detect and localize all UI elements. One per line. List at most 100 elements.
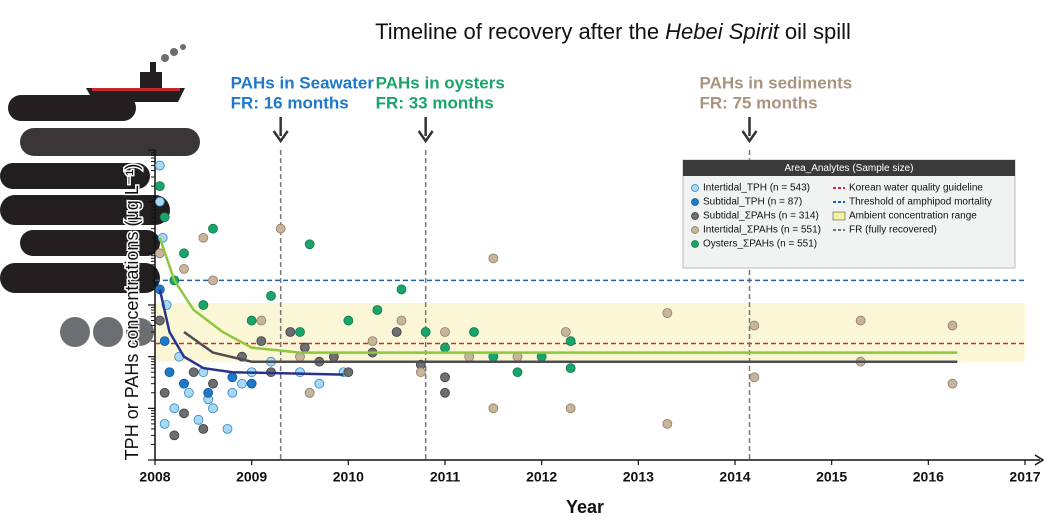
data-point (203, 387, 214, 398)
ship-funnel (150, 62, 156, 72)
x-tick-label: 2010 (333, 469, 364, 485)
legend-marker (691, 226, 699, 234)
x-tick-label: 2008 (139, 469, 170, 485)
data-point (256, 336, 267, 347)
data-point (372, 305, 383, 315)
data-point (227, 387, 238, 398)
data-point (208, 223, 218, 234)
smoke-puff (180, 44, 186, 50)
fr-arrow-head (741, 130, 758, 144)
data-point (198, 232, 209, 243)
y-axis-label: TPH or PAHs concentrations (μg L⁻¹) (122, 164, 142, 461)
data-point (193, 414, 204, 425)
fr-label: FR: 16 months (231, 93, 349, 112)
smoke (0, 195, 170, 225)
data-point (662, 308, 673, 318)
data-point (159, 387, 170, 398)
x-tick-label: 2014 (719, 469, 750, 485)
data-point (154, 196, 165, 207)
data-point (159, 418, 170, 429)
title-part: oil spill (785, 19, 851, 44)
ship-hull (86, 88, 185, 102)
data-point (154, 181, 165, 192)
data-point (420, 327, 431, 337)
data-point (222, 423, 233, 434)
legend-label: Korean water quality guideline (849, 183, 983, 194)
legend-marker (691, 198, 699, 206)
data-point (179, 378, 189, 389)
data-point (275, 223, 286, 234)
data-point (246, 315, 257, 326)
legend-label: Intertidal_TPH (n = 543) (703, 183, 810, 194)
legend-marker (691, 240, 699, 248)
legend-box (682, 159, 1016, 269)
ship-stripe (92, 88, 180, 91)
data-point (440, 387, 450, 398)
smoke (0, 163, 150, 189)
x-axis-label: Year (566, 497, 604, 517)
fit-line (158, 289, 344, 376)
legend-label: FR (fully recovered) (849, 225, 937, 236)
data-point (208, 403, 218, 414)
data-point (154, 160, 165, 171)
data-point (367, 336, 378, 347)
smoke-decoration (0, 95, 200, 347)
fit-line (158, 237, 958, 354)
data-point (560, 327, 571, 337)
fr-arrow-head (272, 130, 289, 144)
legend-marker (691, 184, 699, 192)
data-point (208, 275, 218, 286)
data-point (198, 423, 209, 434)
data-point (227, 372, 238, 383)
smoke (20, 128, 200, 156)
data-point (179, 408, 189, 419)
data-point (154, 315, 165, 326)
ship-cabin (140, 72, 162, 88)
legend-label: Intertidal_ΣPAHs (n = 551) (703, 225, 821, 236)
data-point (314, 378, 325, 389)
data-point (159, 212, 170, 223)
legend-header (683, 160, 1015, 176)
data-point (749, 320, 760, 331)
fr-analyte: PAHs in sediments (700, 73, 853, 92)
data-point (237, 378, 247, 389)
data-point (198, 300, 209, 310)
data-point (208, 378, 218, 389)
x-tick-label: 2012 (526, 469, 557, 485)
fr-label: FR: 75 months (700, 93, 818, 112)
x-tick-label: 2015 (816, 469, 847, 485)
smoke (20, 230, 160, 256)
x-tick-label: 2009 (236, 469, 267, 485)
data-point (256, 315, 267, 326)
title-part: Hebei Spirit (665, 19, 780, 44)
x-axis-arrow (1034, 454, 1045, 466)
legend-label: Oysters_ΣPAHs (n = 551) (703, 239, 817, 250)
smoke-puff (170, 48, 178, 56)
data-point (164, 367, 175, 378)
smoke (0, 263, 160, 293)
smoke (93, 317, 123, 347)
smoke-puff (161, 54, 169, 62)
data-point (159, 336, 170, 347)
legend-swatch (832, 211, 846, 221)
data-point (440, 327, 450, 337)
data-point (947, 378, 958, 389)
data-point (304, 239, 315, 250)
data-point (565, 403, 576, 414)
legend-marker (691, 212, 699, 220)
data-point (749, 372, 760, 383)
legend-label: Ambient concentration range (849, 211, 977, 222)
fr-arrow-head (417, 130, 434, 144)
data-point (469, 327, 479, 337)
data-point (183, 387, 194, 398)
data-point (295, 327, 305, 337)
data-point (855, 315, 866, 326)
x-tick-label: 2017 (1009, 469, 1040, 485)
fr-analyte: PAHs in oysters (376, 73, 505, 92)
fit-line (183, 330, 958, 363)
x-tick-label: 2011 (430, 469, 461, 485)
data-point (512, 367, 523, 378)
legend-label: Subtidal_ΣPAHs (n = 314) (703, 211, 819, 222)
data-point (179, 263, 189, 274)
